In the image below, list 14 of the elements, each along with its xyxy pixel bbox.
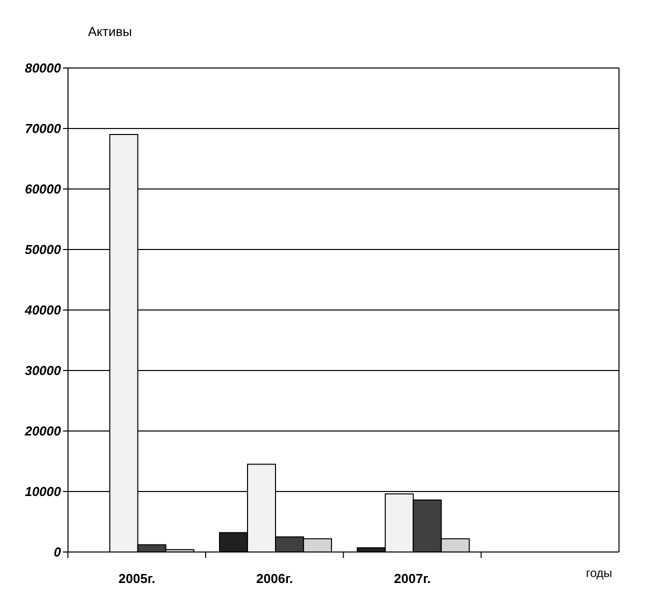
y-tick-label: 0 xyxy=(54,544,62,560)
y-axis-title: Активы xyxy=(88,24,132,39)
y-tick-label: 80000 xyxy=(24,60,62,76)
y-tick-label: 60000 xyxy=(24,182,62,197)
x-axis-title: годы xyxy=(586,566,612,580)
x-tick-label: 2006г. xyxy=(256,571,293,586)
y-tick-label: 10000 xyxy=(24,484,62,500)
y-tick-label: 40000 xyxy=(24,302,62,318)
x-tick-label: 2007г. xyxy=(394,571,431,586)
y-tick-label: 20000 xyxy=(24,424,62,439)
x-tick-label: 2005г. xyxy=(118,571,156,586)
y-tick-label: 70000 xyxy=(24,121,62,136)
y-tick-label: 50000 xyxy=(24,242,62,258)
y-tick-label: 30000 xyxy=(24,363,62,378)
